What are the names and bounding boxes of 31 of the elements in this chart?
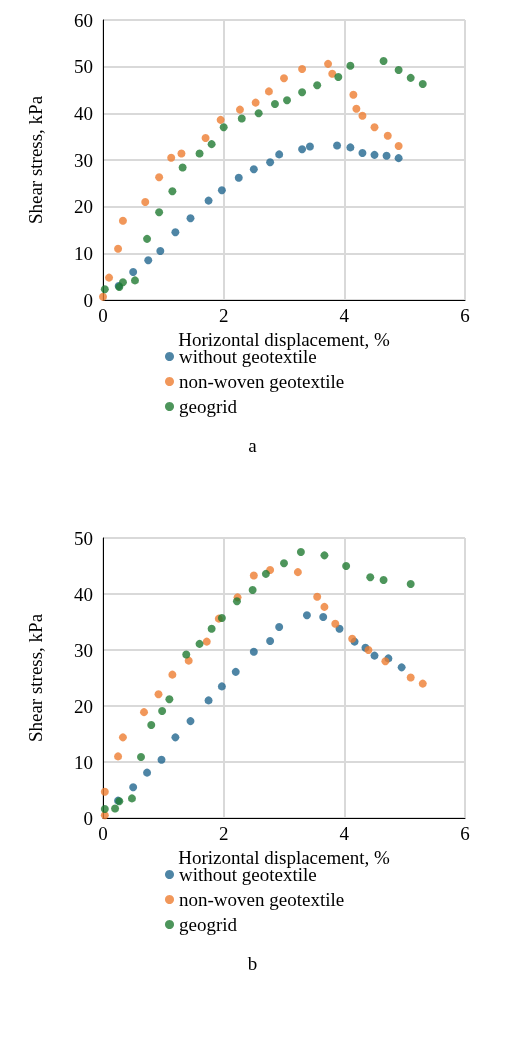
y-tick-label: 20 bbox=[74, 695, 93, 717]
y-tick-label: 30 bbox=[74, 149, 93, 171]
y-tick-label: 10 bbox=[74, 242, 93, 264]
x-tick-label: 0 bbox=[98, 823, 108, 844]
y-tick-label: 50 bbox=[74, 527, 93, 549]
legend-label: geogrid bbox=[179, 914, 238, 935]
y-axis-title: Shear stress, kPa bbox=[25, 95, 46, 225]
y-tick-label: 10 bbox=[74, 751, 93, 773]
y-tick-label: 60 bbox=[74, 9, 93, 31]
x-tick-label: 2 bbox=[218, 823, 229, 844]
x-axis-title: Horizontal displacement, % bbox=[178, 846, 390, 868]
x-tick-label: 6 bbox=[460, 305, 470, 326]
y-tick-label: 40 bbox=[74, 102, 93, 124]
x-tick-label: 6 bbox=[460, 823, 470, 844]
y-tick-label: 20 bbox=[74, 196, 93, 218]
y-tick-label: 0 bbox=[83, 807, 93, 829]
legend-label: non-woven geotextile bbox=[179, 371, 345, 392]
x-tick-label: 2 bbox=[218, 305, 229, 326]
y-tick-label: 40 bbox=[74, 583, 93, 605]
y-axis-title: Shear stress, kPa bbox=[25, 613, 46, 743]
x-tick-label: 4 bbox=[339, 823, 350, 844]
legend-label: geogrid bbox=[179, 396, 238, 417]
x-tick-label: 0 bbox=[98, 305, 108, 326]
text: a bbox=[248, 435, 258, 456]
text: b bbox=[247, 953, 258, 974]
legend-label: non-woven geotextile bbox=[179, 889, 345, 910]
y-tick-label: 30 bbox=[74, 639, 93, 661]
x-tick-label: 4 bbox=[339, 305, 350, 326]
y-tick-label: 0 bbox=[83, 289, 93, 311]
y-tick-label: 50 bbox=[74, 56, 93, 78]
x-axis-title: Horizontal displacement, % bbox=[178, 328, 390, 350]
